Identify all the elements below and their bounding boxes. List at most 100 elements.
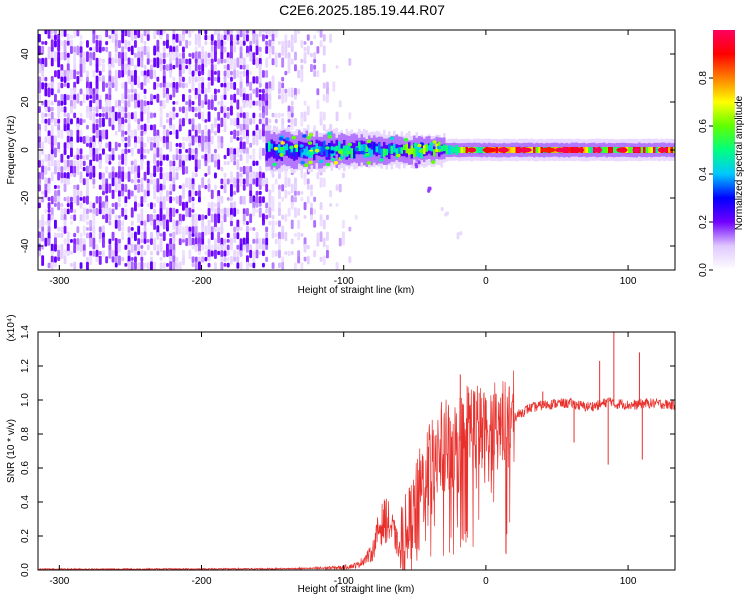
spectrogram-cell — [82, 196, 86, 204]
spectrogram-cell — [214, 249, 217, 259]
colorbar-tick-label: 0.8 — [698, 71, 709, 85]
spectrogram-cell — [233, 249, 237, 259]
spectrogram-cell — [66, 166, 70, 172]
spectrogram-cell — [182, 201, 185, 211]
spectrogram-cell — [79, 154, 83, 160]
spectrogram-cell — [223, 76, 227, 83]
spectrogram-cell — [105, 41, 109, 46]
spectrogram-cell — [258, 100, 262, 108]
spectrogram-cell — [204, 41, 208, 46]
spectrogram-cell — [226, 207, 230, 217]
spectrogram-cell — [150, 136, 153, 142]
spectrogram-cell — [239, 46, 243, 53]
spectrogram-cell — [319, 214, 323, 222]
spectrogram-cell — [95, 244, 99, 252]
carrier-speckle — [365, 152, 370, 157]
spectrogram-cell — [175, 208, 179, 214]
spectrogram-cell — [143, 171, 147, 181]
carrier-core — [495, 147, 499, 153]
spectrogram-cell — [201, 238, 205, 245]
spectrogram-cell — [236, 256, 240, 263]
spectrogram-cell — [287, 177, 291, 187]
spectrogram-cell — [82, 214, 86, 222]
spectrogram-cell — [57, 185, 61, 189]
spectrogram-cell — [127, 189, 131, 200]
spectrogram-cell — [63, 208, 67, 216]
spectrogram-cell — [182, 63, 185, 74]
spectrogram-cell — [153, 94, 157, 100]
spectrogram-cell — [172, 46, 176, 53]
spectrogram-cell — [182, 34, 185, 42]
spectrogram-carrier — [265, 125, 675, 240]
spectrogram-cell — [226, 112, 230, 119]
spectrogram-cell — [185, 106, 189, 112]
spectrogram-cell — [252, 207, 256, 217]
spectrogram-cell — [236, 208, 240, 215]
spectrogram-cell — [108, 161, 112, 165]
carrier-core — [460, 147, 464, 153]
spectrogram-cell — [239, 58, 243, 66]
spectrogram-cell — [198, 82, 201, 89]
spectrogram-cell — [70, 251, 73, 255]
spectrogram-cell — [290, 58, 294, 65]
spectrogram-cell — [143, 100, 147, 107]
spectrogram-cell — [79, 136, 83, 143]
spectrogram-cell — [137, 46, 141, 52]
spectrogram-cell — [86, 143, 89, 147]
spectrogram-cell — [108, 35, 112, 39]
spectrogram-cell — [63, 83, 67, 87]
spectrogram-cell — [204, 101, 208, 105]
spectrogram-cell — [271, 30, 275, 36]
spectrogram-cell — [146, 148, 150, 154]
spectrogram-cell — [175, 33, 179, 43]
spectrogram-cell — [306, 105, 310, 116]
spectrogram-cell — [281, 232, 285, 240]
spectrogram-cell — [82, 63, 86, 74]
spectrogram-cell — [188, 53, 192, 58]
x-tick-label: 0 — [483, 276, 489, 287]
spectrogram-cell — [198, 214, 201, 221]
spectrogram-cell — [284, 189, 288, 199]
spectrogram-cell — [210, 226, 214, 234]
spectrogram-cell — [79, 148, 83, 155]
spectrogram-cell — [118, 219, 121, 230]
spectrogram-cell — [313, 250, 317, 258]
spectrogram-cell — [130, 89, 134, 93]
spectrogram-cell — [172, 30, 176, 36]
spectrogram-cell — [134, 88, 137, 94]
spectrogram-cell — [258, 118, 262, 125]
spectrogram-cell — [281, 118, 285, 126]
spectrogram-cell — [169, 125, 173, 129]
spectrogram-cell — [159, 244, 163, 252]
spectrogram-cell — [188, 58, 192, 65]
spectrogram-cell — [242, 40, 246, 46]
spectrogram-cell — [159, 233, 163, 237]
spectrogram-cell — [124, 30, 128, 37]
spectrogram-cell — [162, 172, 166, 180]
spectrogram-cell — [223, 30, 227, 35]
spectrogram-cell — [210, 232, 214, 241]
spectrogram-cell — [210, 40, 214, 46]
spectrogram-cell — [47, 167, 51, 171]
spectrogram-cell — [201, 51, 205, 61]
spectrogram-cell — [41, 214, 45, 221]
spectrogram-cell — [239, 172, 243, 178]
carrier-speckle — [327, 135, 332, 139]
spectrogram-cell — [134, 244, 137, 252]
spectrogram-cell — [137, 75, 141, 85]
spectrogram-cell — [265, 237, 269, 247]
spectrogram-cell — [153, 30, 157, 36]
spectrogram-cell — [89, 111, 93, 121]
spectrogram-cell — [156, 196, 160, 203]
spectrogram-cell — [258, 46, 262, 52]
spectrogram-cell — [134, 262, 137, 270]
spectrogram-cell — [153, 130, 157, 137]
spectrogram-cell — [249, 227, 253, 231]
spectrogram-cell — [166, 263, 169, 267]
spectrogram-cell — [57, 142, 61, 150]
spectrogram-cell — [137, 183, 141, 193]
spectrogram-cell — [153, 112, 157, 118]
y-tick-label: 1.4 — [20, 325, 31, 339]
spectrogram-cell — [150, 261, 153, 270]
spectrogram-cell — [294, 190, 297, 196]
